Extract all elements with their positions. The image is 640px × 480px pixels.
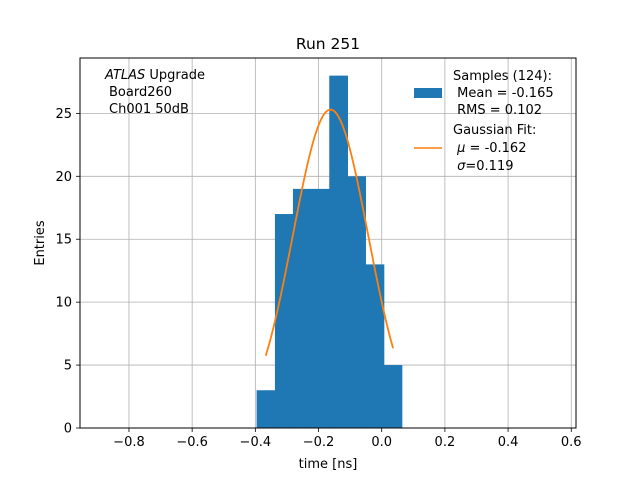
- y-tick-label: 20: [55, 170, 72, 185]
- x-tick-label: 0.6: [561, 435, 582, 450]
- x-tick-label: 0.0: [371, 435, 392, 450]
- annotation-line-2: Board260: [109, 85, 172, 100]
- legend-fit-mu-symbol: μ: [453, 141, 465, 156]
- legend-fit-sigma-symbol: σ: [453, 159, 466, 174]
- y-tick-label: 0: [64, 422, 72, 437]
- histogram-bar: [329, 75, 348, 428]
- y-tick-label: 15: [55, 233, 72, 248]
- fit-curve-group: [264, 108, 394, 357]
- x-tick-label: −0.4: [240, 435, 272, 450]
- y-tick-label: 10: [55, 296, 72, 311]
- annotation-line-3: Ch001 50dB: [109, 102, 189, 117]
- chart-title: Run 251: [296, 35, 360, 53]
- x-tick-label: −0.6: [176, 435, 208, 450]
- legend-fit-label: Gaussian Fit:: [453, 123, 536, 138]
- histogram-bar: [256, 390, 276, 428]
- legend-fit-mu-value: = -0.162: [465, 141, 526, 156]
- legend-fit-sigma-value: =0.119: [465, 159, 513, 174]
- histogram-bar: [365, 264, 385, 428]
- legend-fit-mu: μ = -0.162: [453, 141, 526, 156]
- histogram-bar: [383, 365, 403, 428]
- histogram-bar: [274, 214, 294, 428]
- histogram-bar: [311, 188, 330, 428]
- annotation-experiment-suffix: Upgrade: [145, 68, 205, 83]
- x-tick-label: −0.8: [113, 435, 145, 450]
- histogram-bars: [256, 75, 403, 428]
- annotation-experiment: ATLAS: [104, 68, 145, 83]
- histogram-bar: [347, 176, 366, 428]
- legend-fit-sigma: σ=0.119: [453, 159, 513, 174]
- histogram-bar: [292, 188, 312, 428]
- legend-histogram-label: Samples (124):: [453, 69, 552, 84]
- x-tick-label: 0.2: [435, 435, 456, 450]
- y-axis-label: Entries: [33, 220, 48, 266]
- y-tick-label: 25: [55, 107, 72, 122]
- x-axis-ticks: −0.8 −0.6 −0.4 −0.2 0.0 0.2 0.4 0.6: [113, 428, 582, 450]
- legend-histogram-swatch: [414, 88, 442, 98]
- plot-frame: [79, 57, 577, 429]
- x-tick-label: −0.2: [303, 435, 335, 450]
- x-axis-label: time [ns]: [299, 457, 358, 472]
- legend-histogram-rms: RMS = 0.102: [453, 103, 542, 118]
- annotation-box: ATLAS Upgrade Board260 Ch001 50dB: [104, 68, 205, 117]
- gaussian-fit-curve: [264, 108, 394, 357]
- y-tick-label: 5: [64, 359, 72, 374]
- x-tick-label: 0.4: [498, 435, 519, 450]
- y-axis-ticks: 0 5 10 15 20 25: [55, 107, 80, 437]
- legend: Samples (124): Mean = -0.165 RMS = 0.102…: [414, 69, 554, 174]
- annotation-line-1: ATLAS Upgrade: [104, 68, 205, 83]
- legend-histogram-mean: Mean = -0.165: [453, 86, 554, 101]
